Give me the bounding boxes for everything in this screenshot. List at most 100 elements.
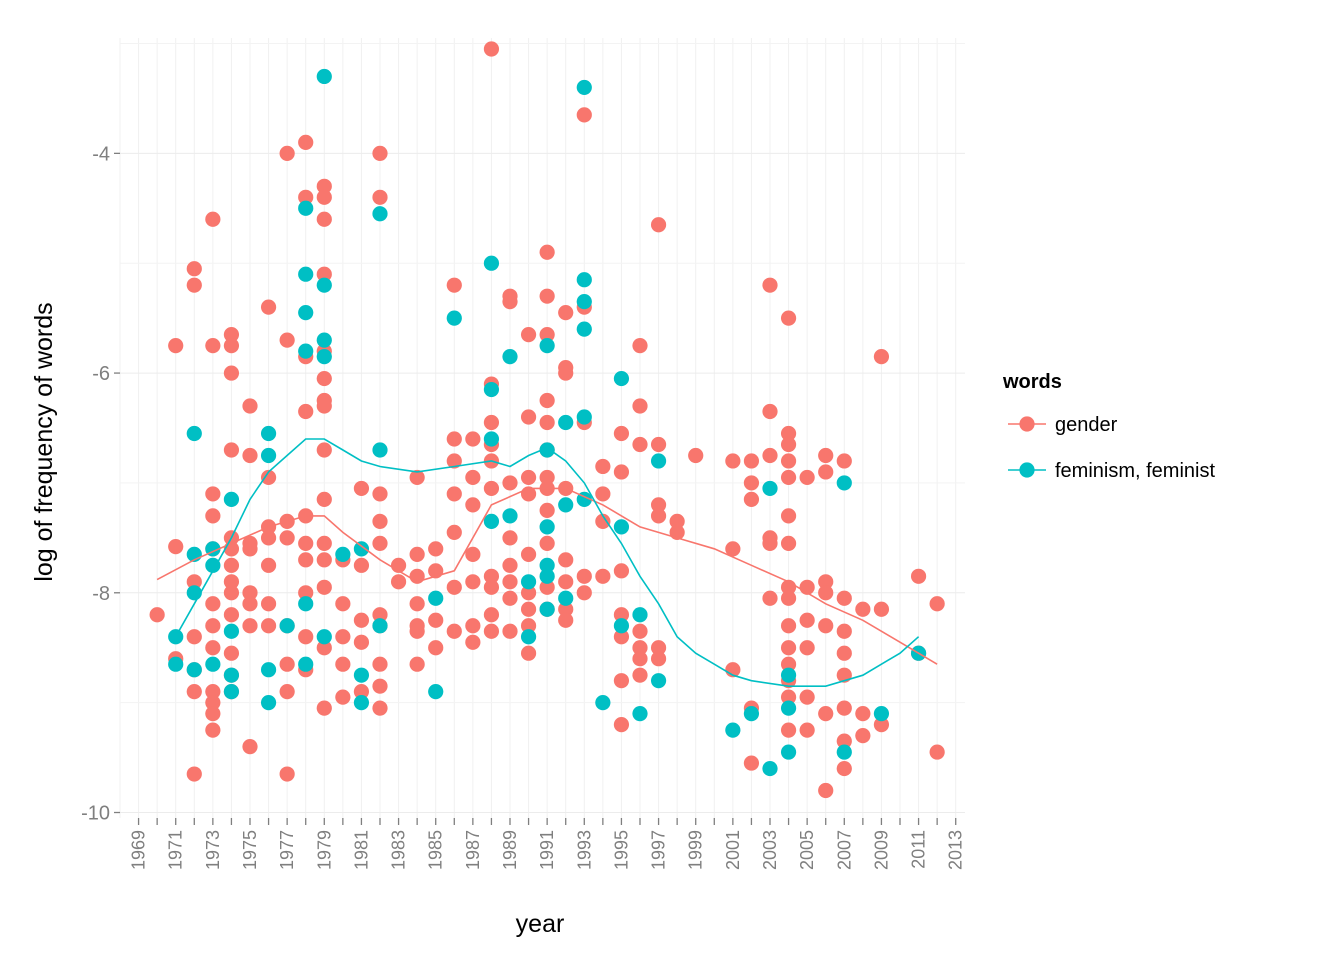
point-gender	[595, 568, 611, 584]
x-tick-label: 1993	[574, 830, 594, 870]
point-gender	[186, 684, 202, 700]
point-gender	[818, 447, 834, 464]
point-gender	[836, 623, 852, 639]
point-feminism	[298, 596, 314, 612]
point-feminism	[576, 409, 592, 425]
point-gender	[186, 766, 202, 782]
point-gender	[558, 574, 574, 590]
point-gender	[762, 403, 778, 420]
x-tick-label: 2001	[723, 830, 743, 870]
point-gender	[483, 41, 500, 57]
point-gender	[836, 700, 852, 716]
point-gender	[558, 552, 574, 568]
point-feminism	[836, 744, 852, 760]
point-gender	[149, 607, 165, 623]
point-gender	[762, 447, 778, 464]
point-feminism	[372, 442, 388, 458]
point-gender	[539, 327, 555, 343]
point-gender	[613, 717, 630, 733]
point-gender	[855, 728, 871, 744]
trend-line-feminism	[175, 438, 920, 687]
point-feminism	[576, 294, 592, 310]
point-gender	[539, 244, 555, 260]
point-gender	[242, 447, 258, 464]
x-tick-label: 1997	[649, 830, 669, 870]
point-feminism	[279, 618, 295, 634]
point-gender	[186, 574, 202, 590]
point-gender	[298, 134, 314, 150]
point-gender	[836, 590, 852, 606]
point-feminism	[632, 706, 648, 722]
point-gender	[186, 261, 202, 277]
point-gender	[613, 607, 630, 623]
point-feminism	[650, 673, 667, 689]
point-gender	[632, 667, 648, 683]
point-feminism	[298, 266, 314, 282]
point-feminism	[576, 321, 592, 337]
point-gender	[483, 623, 500, 639]
x-tick-label: 1981	[351, 830, 371, 870]
point-gender	[855, 706, 871, 722]
point-gender	[298, 585, 314, 601]
point-gender	[818, 464, 834, 480]
legend: words gender feminism, feminist	[1002, 371, 1215, 482]
x-tick-label: 2005	[797, 830, 817, 870]
point-feminism	[780, 700, 797, 716]
point-gender	[799, 689, 815, 705]
point-gender	[632, 651, 648, 667]
point-gender	[576, 568, 592, 584]
point-gender	[205, 695, 221, 711]
point-gender	[279, 766, 295, 782]
y-axis: -4 -6 -8 -10	[81, 143, 120, 825]
point-gender	[632, 338, 648, 354]
x-tick-label: 1979	[314, 830, 334, 870]
point-feminism	[539, 601, 555, 617]
point-gender	[316, 579, 332, 595]
point-feminism	[483, 381, 500, 398]
point-gender	[409, 623, 425, 639]
point-gender	[799, 640, 815, 656]
point-gender	[409, 656, 425, 672]
point-gender	[520, 327, 537, 343]
point-gender	[780, 453, 797, 469]
point-gender	[316, 535, 332, 551]
point-gender	[520, 409, 537, 425]
point-gender	[279, 145, 295, 161]
x-tick-label: 2011	[909, 830, 929, 869]
x-tick-label: 2013	[946, 830, 966, 870]
point-gender	[780, 590, 797, 606]
x-tick-label: 1983	[389, 830, 409, 870]
point-feminism	[260, 447, 277, 464]
point-gender	[520, 585, 537, 601]
point-gender	[242, 585, 258, 601]
point-feminism	[298, 305, 314, 321]
point-gender	[539, 469, 555, 486]
point-feminism	[650, 453, 667, 469]
point-gender	[576, 107, 592, 123]
point-gender	[372, 189, 388, 205]
point-feminism	[836, 475, 852, 491]
point-gender	[279, 684, 295, 700]
trend-line-gender	[156, 487, 938, 665]
point-feminism	[520, 629, 537, 645]
point-gender	[780, 640, 797, 656]
point-gender	[780, 469, 797, 486]
point-gender	[632, 640, 648, 656]
point-gender	[279, 656, 295, 672]
point-gender	[780, 508, 797, 524]
point-feminism	[595, 695, 611, 711]
point-feminism	[205, 656, 221, 672]
point-gender	[632, 436, 648, 453]
point-gender	[743, 475, 760, 491]
point-gender	[502, 475, 518, 491]
point-gender	[409, 596, 425, 612]
point-feminism	[613, 370, 630, 387]
point-gender	[372, 145, 388, 161]
point-gender	[186, 277, 202, 293]
legend-label: feminism, feminist	[1055, 460, 1215, 482]
legend-key-point	[1019, 416, 1035, 432]
point-gender	[780, 310, 797, 326]
point-gender	[205, 706, 221, 722]
point-gender	[725, 541, 741, 557]
